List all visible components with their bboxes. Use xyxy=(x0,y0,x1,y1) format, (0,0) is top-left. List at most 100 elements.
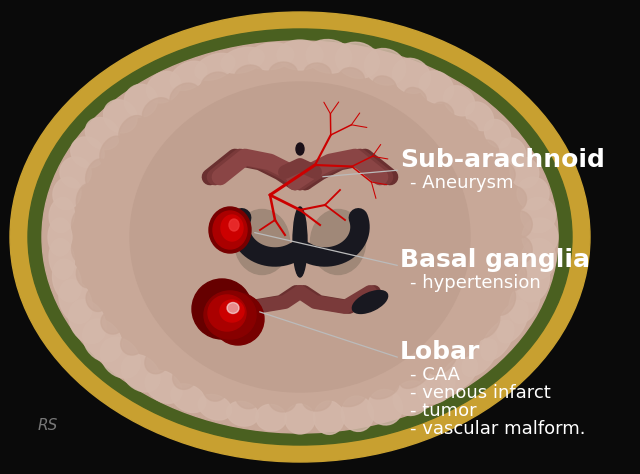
Ellipse shape xyxy=(441,356,477,391)
Ellipse shape xyxy=(285,404,315,434)
Ellipse shape xyxy=(60,157,92,188)
Ellipse shape xyxy=(336,386,366,407)
Ellipse shape xyxy=(269,389,296,412)
Ellipse shape xyxy=(53,177,81,210)
Ellipse shape xyxy=(248,43,294,70)
Ellipse shape xyxy=(433,102,454,123)
Ellipse shape xyxy=(372,76,396,95)
Text: - venous infarct: - venous infarct xyxy=(410,384,551,402)
Ellipse shape xyxy=(221,47,264,73)
Ellipse shape xyxy=(477,140,499,163)
Ellipse shape xyxy=(201,72,232,99)
Text: - CAA: - CAA xyxy=(410,366,460,384)
Ellipse shape xyxy=(310,210,365,274)
Ellipse shape xyxy=(124,84,157,117)
Ellipse shape xyxy=(492,162,515,187)
Ellipse shape xyxy=(509,280,540,323)
Ellipse shape xyxy=(521,238,556,279)
Ellipse shape xyxy=(145,349,169,374)
Ellipse shape xyxy=(516,259,550,302)
Text: Sub-arachnoid: Sub-arachnoid xyxy=(400,148,605,172)
Ellipse shape xyxy=(42,41,558,433)
Ellipse shape xyxy=(52,259,81,302)
Ellipse shape xyxy=(491,285,516,315)
Ellipse shape xyxy=(510,157,539,188)
Ellipse shape xyxy=(339,68,364,88)
Ellipse shape xyxy=(269,62,298,85)
Ellipse shape xyxy=(213,211,247,249)
Ellipse shape xyxy=(86,159,108,189)
Ellipse shape xyxy=(10,12,590,462)
Ellipse shape xyxy=(203,376,228,401)
Text: Basal ganglia: Basal ganglia xyxy=(400,248,590,272)
Ellipse shape xyxy=(475,308,500,338)
Ellipse shape xyxy=(454,329,480,358)
Ellipse shape xyxy=(335,42,380,78)
Ellipse shape xyxy=(294,208,306,276)
Ellipse shape xyxy=(48,218,72,256)
Ellipse shape xyxy=(522,218,558,256)
Ellipse shape xyxy=(481,320,514,360)
Ellipse shape xyxy=(236,384,261,409)
Ellipse shape xyxy=(171,384,206,412)
Text: RS: RS xyxy=(38,418,58,433)
Text: - tumor: - tumor xyxy=(410,402,477,420)
Ellipse shape xyxy=(85,118,120,150)
Ellipse shape xyxy=(457,120,478,142)
Ellipse shape xyxy=(392,58,431,93)
Ellipse shape xyxy=(221,215,243,241)
Ellipse shape xyxy=(220,300,244,322)
Ellipse shape xyxy=(277,40,323,70)
Ellipse shape xyxy=(501,261,527,291)
Ellipse shape xyxy=(72,210,90,238)
Ellipse shape xyxy=(100,337,140,378)
Ellipse shape xyxy=(296,143,304,155)
Text: - Aneurysm: - Aneurysm xyxy=(410,174,513,192)
Ellipse shape xyxy=(227,401,259,426)
Ellipse shape xyxy=(506,211,532,238)
Circle shape xyxy=(192,279,252,339)
Ellipse shape xyxy=(28,29,572,445)
Ellipse shape xyxy=(83,319,122,362)
Ellipse shape xyxy=(307,39,351,73)
Ellipse shape xyxy=(341,396,374,431)
Ellipse shape xyxy=(304,63,331,84)
Ellipse shape xyxy=(497,301,528,343)
Ellipse shape xyxy=(462,339,497,376)
Ellipse shape xyxy=(293,207,307,277)
Ellipse shape xyxy=(100,136,125,166)
Circle shape xyxy=(212,293,264,345)
Text: - vascular malform.: - vascular malform. xyxy=(410,420,586,438)
Ellipse shape xyxy=(173,364,197,389)
Ellipse shape xyxy=(209,207,251,253)
Ellipse shape xyxy=(70,137,104,168)
Ellipse shape xyxy=(484,119,511,148)
Ellipse shape xyxy=(353,291,388,313)
Ellipse shape xyxy=(506,236,532,264)
Ellipse shape xyxy=(195,53,235,80)
Ellipse shape xyxy=(499,138,526,167)
Ellipse shape xyxy=(418,370,455,404)
Ellipse shape xyxy=(444,86,475,116)
Ellipse shape xyxy=(502,186,527,212)
Ellipse shape xyxy=(86,288,107,311)
Ellipse shape xyxy=(101,311,124,334)
Ellipse shape xyxy=(234,210,289,274)
Ellipse shape xyxy=(72,236,90,263)
Ellipse shape xyxy=(303,390,332,411)
Text: - hypertension: - hypertension xyxy=(410,274,541,292)
Ellipse shape xyxy=(517,177,549,210)
Ellipse shape xyxy=(229,219,239,231)
Ellipse shape xyxy=(466,102,493,131)
Ellipse shape xyxy=(400,365,429,388)
Ellipse shape xyxy=(170,61,207,91)
Ellipse shape xyxy=(76,262,96,288)
Ellipse shape xyxy=(119,116,147,145)
Ellipse shape xyxy=(145,370,182,403)
Ellipse shape xyxy=(256,404,286,431)
Ellipse shape xyxy=(314,401,344,434)
Ellipse shape xyxy=(394,381,429,416)
Ellipse shape xyxy=(142,98,172,127)
Ellipse shape xyxy=(368,389,403,425)
Ellipse shape xyxy=(122,355,160,392)
